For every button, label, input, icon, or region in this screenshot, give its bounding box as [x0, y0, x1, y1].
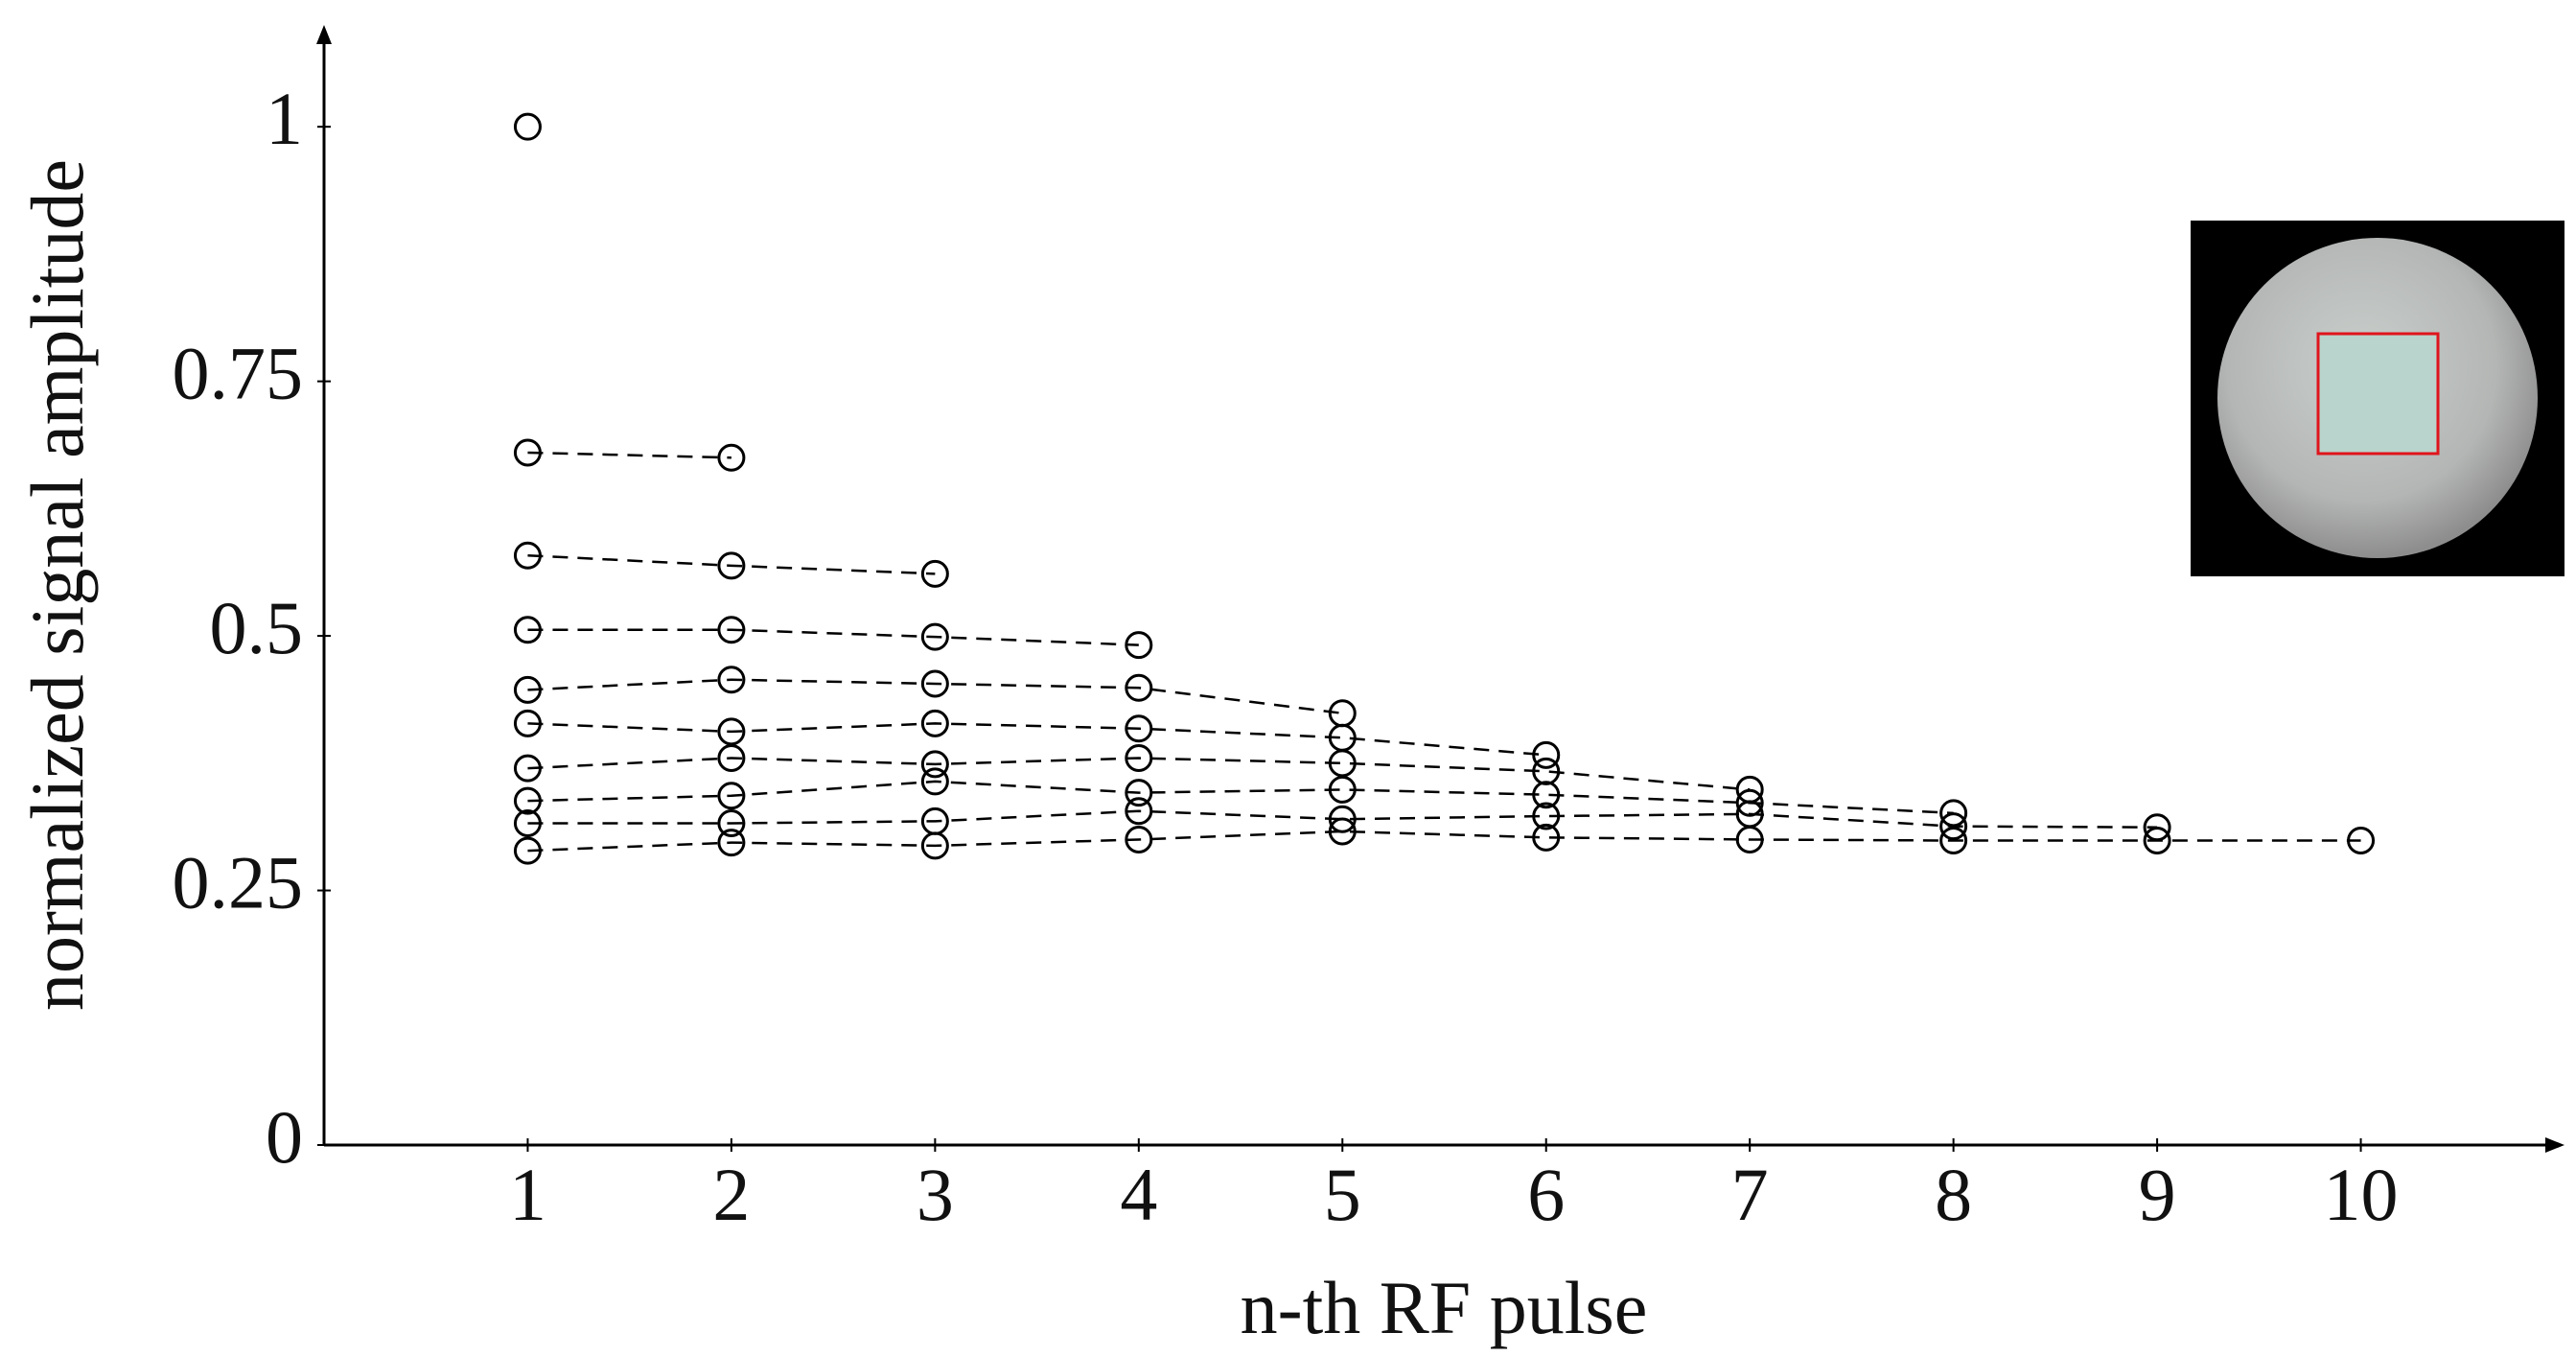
- data-point: [1125, 797, 1153, 826]
- data-point: [513, 541, 542, 570]
- data-point: [2143, 827, 2171, 855]
- x-axis-arrow: [2545, 1137, 2564, 1153]
- data-point: [717, 829, 746, 857]
- y-tick-label: 1: [266, 77, 303, 160]
- data-point: [717, 616, 746, 644]
- x-axis-label: n-th RF pulse: [1241, 1266, 1648, 1349]
- data-point: [513, 709, 542, 737]
- data-point: [1328, 817, 1357, 846]
- data-point: [1735, 788, 1764, 817]
- data-point: [1125, 779, 1153, 807]
- x-tick-label: 1: [509, 1153, 546, 1236]
- data-point: [717, 744, 746, 773]
- data-point: [1532, 802, 1561, 830]
- data-point: [1125, 714, 1153, 743]
- x-tick-label: 8: [1935, 1153, 1972, 1236]
- x-tick-label: 4: [1120, 1153, 1157, 1236]
- x-tick-label: 2: [712, 1153, 750, 1236]
- data-point: [1532, 823, 1561, 852]
- series-line: [527, 830, 2361, 853]
- data-point: [1939, 812, 1968, 841]
- y-tick-label: 0: [266, 1095, 303, 1179]
- data-point: [920, 559, 949, 588]
- series-line: [527, 757, 1751, 791]
- roi-box: [2316, 332, 2440, 456]
- data-point: [1328, 749, 1357, 778]
- series-line: [527, 780, 1954, 815]
- series-line: [527, 722, 1546, 757]
- y-axis-label: normalized signal amplitude: [15, 159, 99, 1011]
- data-point: [920, 831, 949, 860]
- data-point: [920, 622, 949, 651]
- data-point: [717, 443, 746, 472]
- data-point: [1328, 775, 1357, 804]
- series-line: [527, 678, 1343, 715]
- data-point: [920, 767, 949, 796]
- x-tick-label: 3: [917, 1153, 954, 1236]
- data-point: [513, 112, 542, 141]
- data-point: [1532, 740, 1561, 769]
- data-point: [1328, 805, 1357, 833]
- data-point: [1125, 825, 1153, 853]
- data-point: [1125, 631, 1153, 660]
- series-line: [527, 809, 2158, 829]
- data-point: [513, 808, 542, 837]
- x-tick-label: 6: [1527, 1153, 1565, 1236]
- data-point: [513, 786, 542, 815]
- inset-image: [2191, 221, 2564, 576]
- data-point: [717, 551, 746, 580]
- series-line: [527, 553, 936, 575]
- y-axis-arrow: [316, 25, 332, 44]
- x-tick-label: 10: [2324, 1153, 2399, 1236]
- data-point: [717, 782, 746, 810]
- data-point: [513, 754, 542, 783]
- data-point: [1532, 757, 1561, 785]
- data-point: [717, 666, 746, 694]
- data-point: [920, 709, 949, 737]
- x-tick-label: 7: [1731, 1153, 1769, 1236]
- data-point: [920, 750, 949, 779]
- data-point: [513, 836, 542, 865]
- y-tick-label: 0.5: [210, 586, 304, 669]
- data-point: [717, 717, 746, 746]
- data-point: [513, 438, 542, 467]
- series-line: [527, 451, 731, 459]
- data-point: [1125, 744, 1153, 773]
- data-point: [1532, 781, 1561, 809]
- y-tick-label: 0.25: [173, 840, 304, 923]
- data-point: [1735, 825, 1764, 853]
- x-tick-label: 9: [2139, 1153, 2176, 1236]
- data-point: [920, 669, 949, 698]
- data-point: [1939, 827, 1968, 855]
- series-line: [527, 628, 1139, 646]
- data-point: [1125, 673, 1153, 702]
- data-point: [513, 616, 542, 644]
- data-point: [513, 675, 542, 704]
- data-point: [2347, 827, 2376, 855]
- x-tick-label: 5: [1324, 1153, 1361, 1236]
- data-point: [717, 808, 746, 837]
- y-tick-label: 0.75: [173, 332, 304, 415]
